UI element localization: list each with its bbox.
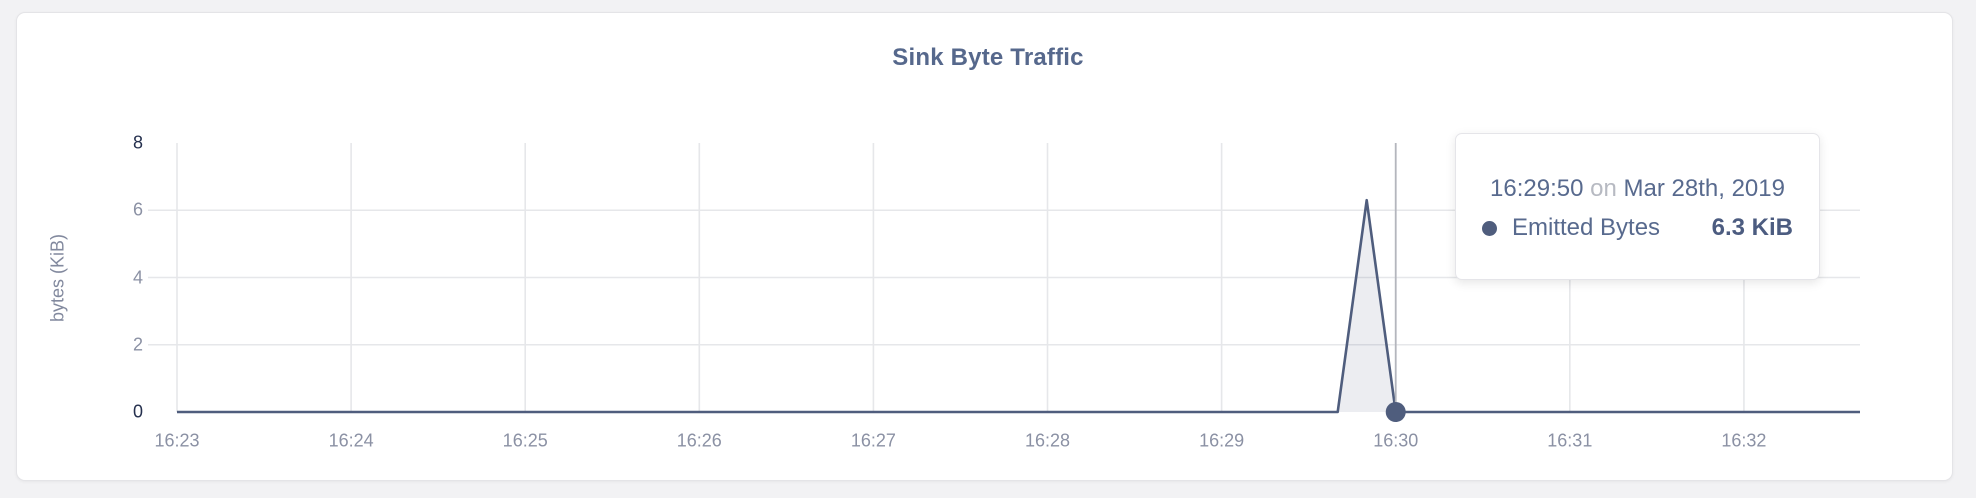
chart-title: Sink Byte Traffic xyxy=(892,44,1084,71)
y-axis-tick-label: 2 xyxy=(132,334,143,355)
tooltip-header: 16:29:50 on Mar 28th, 2019 xyxy=(1482,175,1793,203)
x-axis-tick-label: 16:25 xyxy=(502,430,548,451)
hover-tooltip: 16:29:50 on Mar 28th, 2019 Emitted Bytes… xyxy=(1455,133,1820,280)
y-axis-tick-label: 4 xyxy=(132,267,143,287)
series-color-dot-icon xyxy=(1482,220,1497,236)
x-axis-tick-label: 16:23 xyxy=(154,430,200,451)
tooltip-time: 16:29:50 xyxy=(1490,175,1584,202)
x-axis-tick-label: 16:30 xyxy=(1373,430,1419,451)
x-axis-tick-label: 16:32 xyxy=(1721,430,1767,451)
x-axis-tick-label: 16:27 xyxy=(850,430,896,451)
x-axis-tick-label: 16:26 xyxy=(676,430,722,451)
tooltip-date: Mar 28th, 2019 xyxy=(1623,175,1785,202)
tooltip-connector: on xyxy=(1590,175,1617,202)
hover-point xyxy=(1385,402,1406,422)
x-axis-tick-label: 16:28 xyxy=(1024,430,1071,451)
y-axis-tick-label: 6 xyxy=(132,199,143,220)
y-axis-tick-label: 8 xyxy=(132,132,143,153)
tooltip-series-label: Emitted Bytes xyxy=(1512,214,1661,241)
y-axis-tick-label: 0 xyxy=(132,401,143,422)
x-axis-tick-label: 16:24 xyxy=(328,430,374,451)
x-axis-tick-label: 16:31 xyxy=(1547,430,1593,451)
x-axis-tick-label: 16:29 xyxy=(1199,430,1245,451)
series-line xyxy=(177,198,1860,414)
tooltip-series-value: 6.3 KiB xyxy=(1711,214,1793,241)
tooltip-series-row: Emitted Bytes 6.3 KiB xyxy=(1482,214,1793,242)
